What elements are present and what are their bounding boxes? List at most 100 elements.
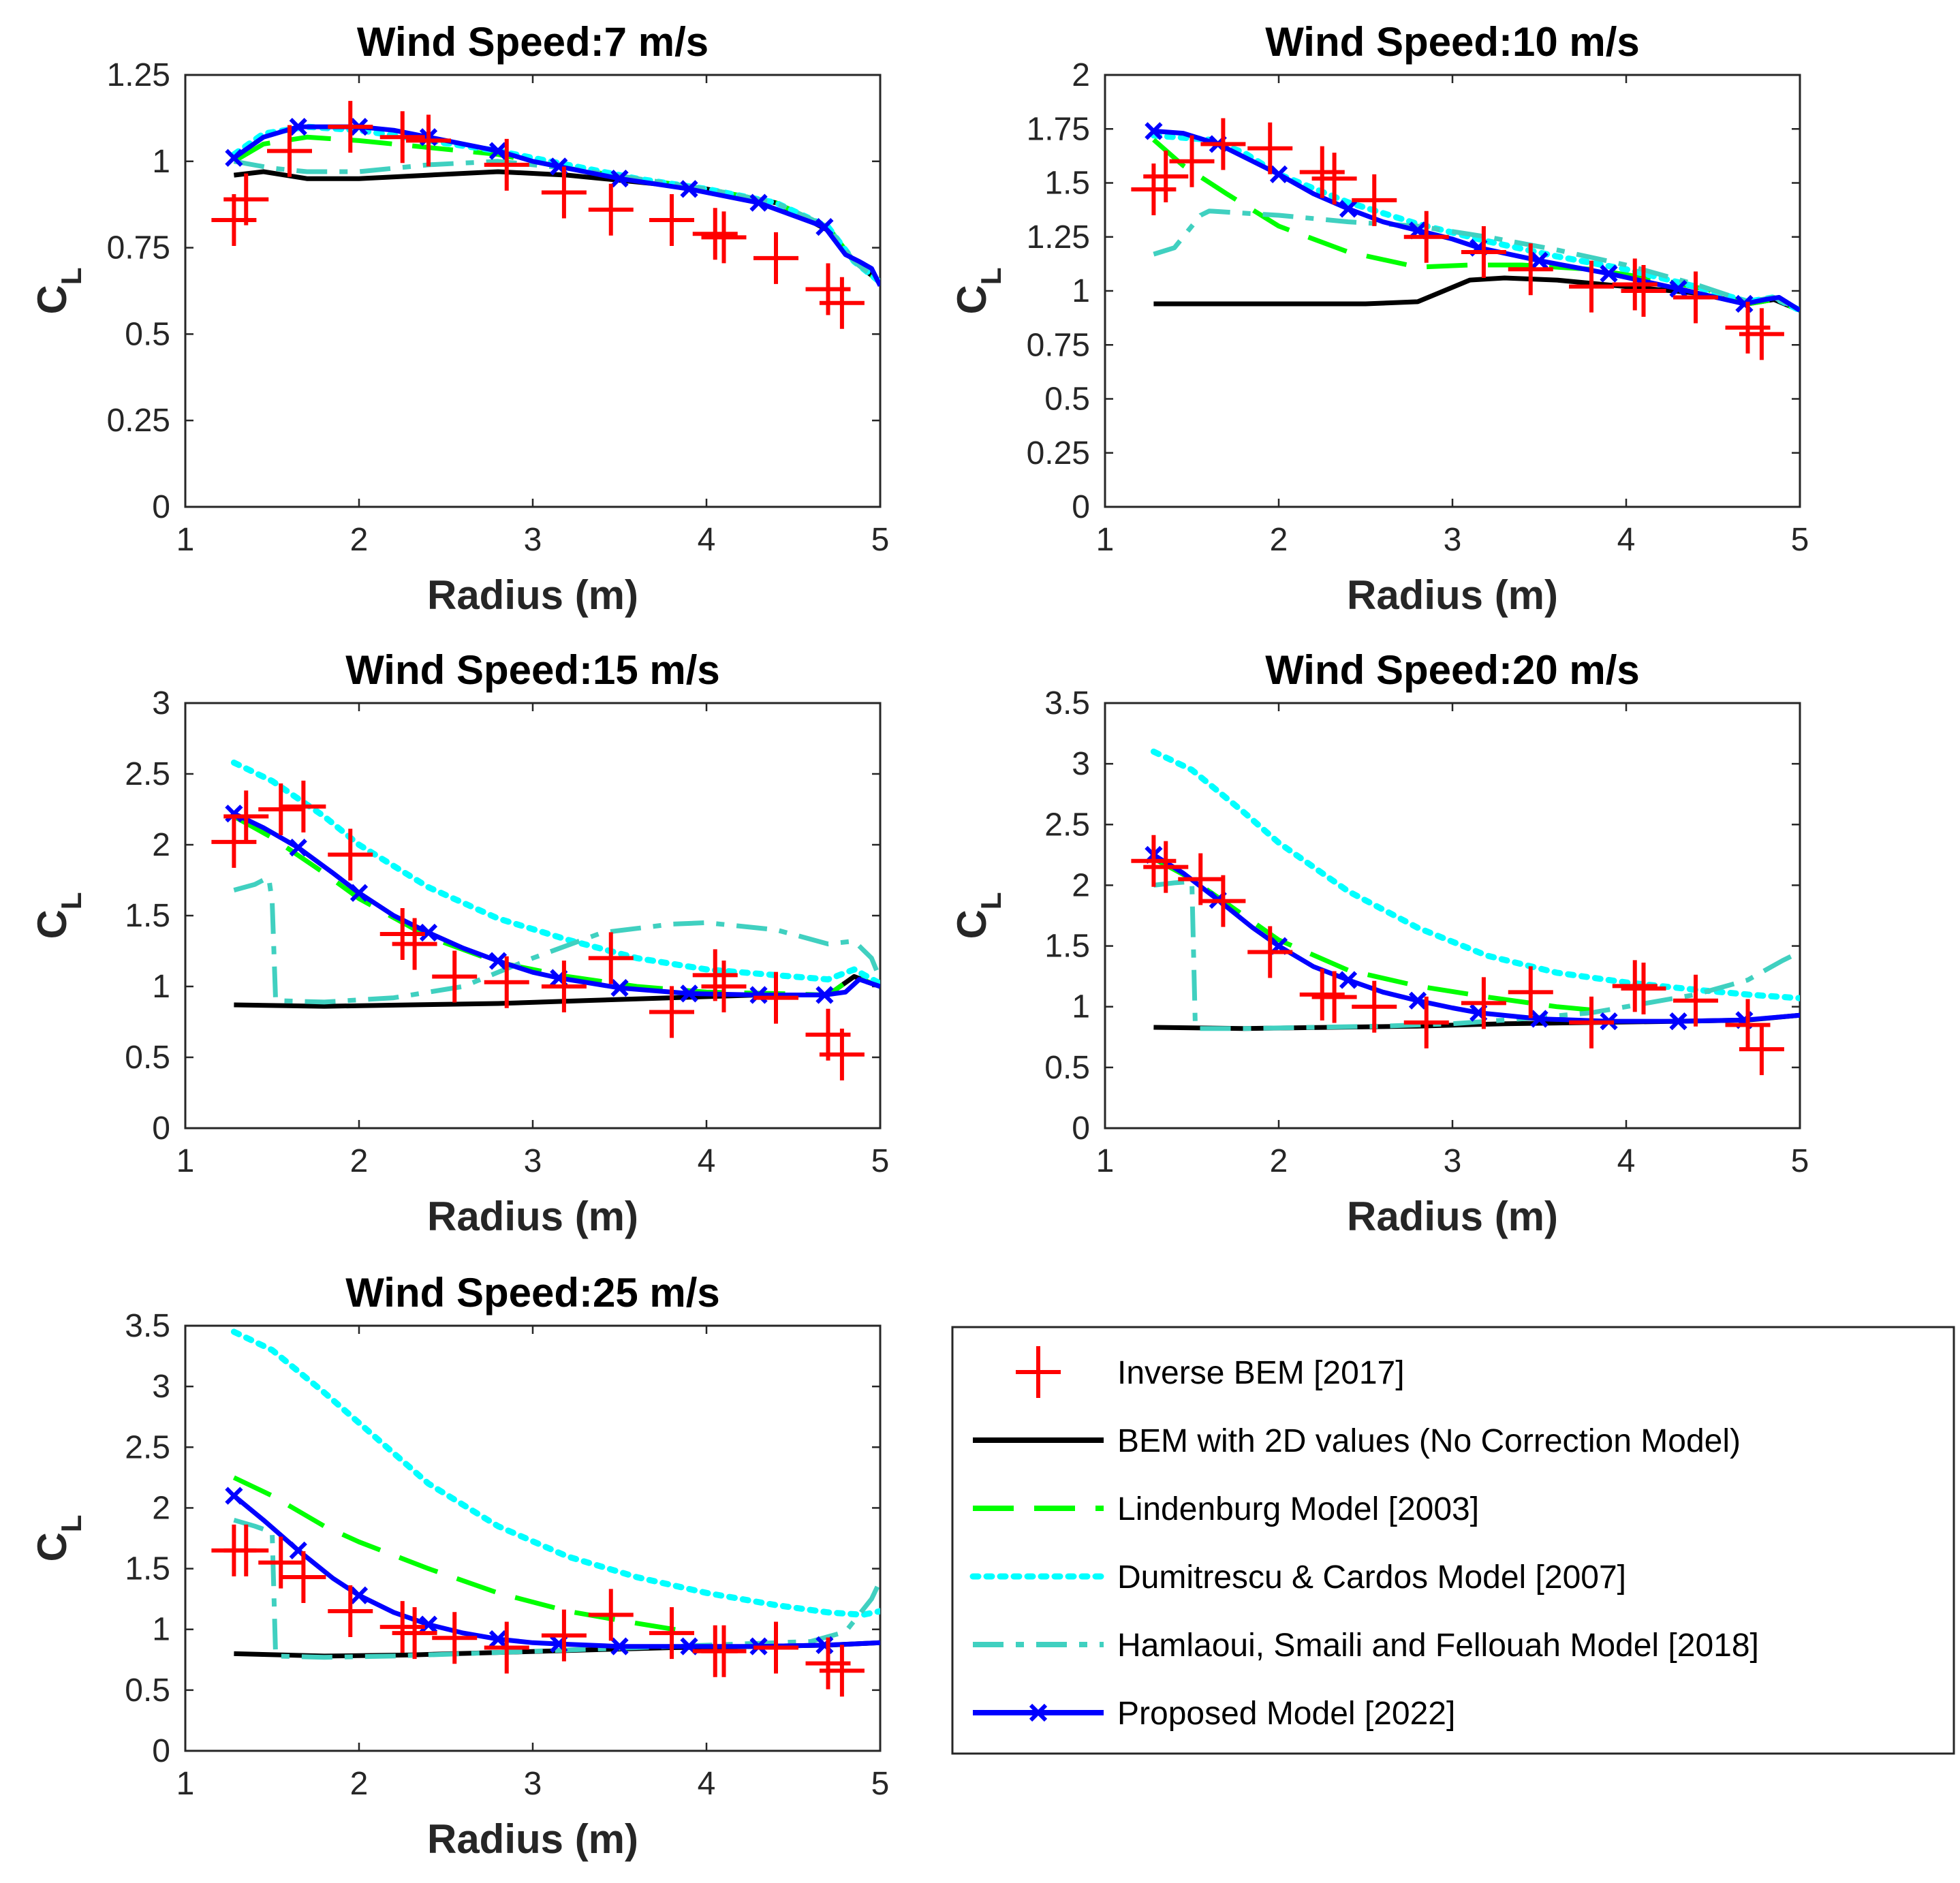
y-axis-label: CL (29, 1515, 87, 1562)
y-tick-label: 0.25 (1027, 435, 1090, 471)
proposed-x-marker (488, 952, 508, 970)
x-marker-stroke (488, 952, 508, 970)
axes-frame (184, 1324, 882, 1752)
y-tick-label: 2 (1072, 867, 1090, 903)
x-tick-label: 5 (871, 1143, 890, 1179)
inverse-bem-point (281, 780, 326, 832)
proposed-x-marker (1669, 1012, 1687, 1031)
inverse-bem-point (701, 211, 747, 264)
y-tick-label: 0.75 (107, 230, 170, 266)
y-tick-label: 1 (152, 144, 170, 180)
inverse-bem-point (819, 277, 865, 329)
x-tick-label: 3 (524, 522, 542, 558)
legend-entry-proposed: Proposed Model [2022] (973, 1696, 1455, 1732)
inverse-bem-point (406, 114, 451, 167)
legend-label: Dumitrescu & Cardos Model [2007] (1117, 1559, 1626, 1596)
proposed-x-marker (225, 805, 243, 823)
y-axis-label-subscript: L (55, 892, 87, 910)
x-marker-stroke (289, 839, 307, 857)
plot-area (1131, 118, 1800, 360)
proposed-x-marker (1339, 200, 1358, 218)
inverse-bem-point (258, 783, 304, 835)
x-tick-label: 1 (1096, 1143, 1115, 1179)
legend-label: BEM with 2D values (No Correction Model) (1117, 1423, 1741, 1459)
proposed-x-marker (680, 984, 698, 1003)
inverse-bem-point (258, 1536, 304, 1589)
inverse-bem-point (392, 1607, 437, 1660)
inverse-bem-point (1247, 122, 1293, 174)
y-tick-label: 3.5 (125, 1308, 170, 1344)
y-tick-label: 0.5 (125, 1040, 170, 1076)
inverse-bem-point (281, 1551, 326, 1604)
y-tick-label: 1.5 (125, 898, 170, 934)
y-tick-label: 1 (1072, 273, 1090, 309)
x-marker-stroke (419, 1615, 438, 1634)
x-marker-stroke (1269, 165, 1288, 183)
proposed-x-marker (225, 149, 243, 167)
x-marker-stroke (1735, 294, 1754, 313)
inverse-bem-point (1143, 150, 1189, 202)
plot-area (1131, 748, 1800, 1076)
y-axis-label: CL (949, 892, 1007, 939)
y-tick-label: 2 (152, 827, 170, 863)
proposed-x-marker (680, 180, 698, 198)
y-tick-label: 1 (152, 1612, 170, 1648)
inverse-bem-point (484, 138, 529, 191)
inverse-bem-point (211, 194, 257, 247)
x-tick-label: 1 (176, 1766, 195, 1802)
axes-frame (184, 74, 882, 508)
inverse-bem-point (701, 961, 747, 1012)
y-tick-label: 0.5 (125, 316, 170, 352)
inverse-bem-point (1200, 118, 1246, 170)
proposed-x-marker (488, 1630, 508, 1649)
y-tick-label: 1.5 (125, 1551, 170, 1587)
y-tick-label: 2 (152, 1490, 170, 1526)
y-tick-label: 0 (1072, 1110, 1090, 1147)
x-marker-stroke (488, 142, 508, 160)
x-tick-label: 3 (524, 1143, 542, 1179)
proposed-x-marker (419, 923, 438, 942)
proposed-x-marker (610, 978, 629, 997)
y-axis-label-main: C (29, 909, 75, 939)
inverse-bem-point (649, 194, 694, 247)
proposed-x-marker (1269, 165, 1288, 183)
x-tick-label: 1 (176, 1143, 195, 1179)
subplot-title: Wind Speed:7 m/s (357, 19, 709, 65)
inverse-bem-point (649, 1607, 694, 1660)
x-marker-stroke (610, 170, 629, 188)
inverse-bem-point (1569, 260, 1614, 313)
x-marker-stroke (815, 986, 834, 1004)
x-marker-stroke (680, 1637, 698, 1655)
x-tick-label: 2 (1270, 1143, 1288, 1179)
inverse-bem-point (1247, 926, 1293, 978)
x-tick-label: 4 (1617, 1143, 1636, 1179)
proposed-line (232, 811, 880, 997)
y-axis-label: CL (949, 268, 1007, 315)
proposed-x-marker (488, 142, 508, 160)
inverse-bem-point (1612, 960, 1658, 1012)
legend-label: Proposed Model [2022] (1117, 1696, 1455, 1732)
legend-box (951, 1326, 1955, 1755)
x-tick-label: 4 (698, 522, 716, 558)
inverse-bem-point (649, 986, 694, 1038)
y-tick-label: 2.5 (125, 1429, 170, 1465)
dumitrescu-line (230, 1328, 880, 1618)
subplot-title: Wind Speed:15 m/s (345, 647, 720, 693)
inverse-bem-point (541, 1609, 587, 1662)
x-marker-stroke (1530, 1010, 1549, 1028)
subplots: 1 2 3 4 5 0 0.25 0.5 0.75 1 1.25 Wind Speed:7 m/s Ra… (29, 19, 1809, 1862)
x-tick-label: 5 (1791, 1143, 1809, 1179)
x-marker-stroke (550, 157, 568, 176)
legend-label: Inverse BEM [2017] (1117, 1355, 1405, 1391)
x-marker-stroke (289, 117, 307, 136)
proposed-x-marker (419, 1615, 438, 1634)
inverse-bem-point (1508, 243, 1553, 296)
axes-frame (1104, 702, 1801, 1130)
inverse-bem-point (541, 166, 587, 219)
inverse-bem-point (223, 1524, 269, 1576)
proposed-x-marker (289, 839, 307, 857)
inverse-bem-point (392, 918, 437, 970)
hamlaoui-line (233, 875, 880, 1005)
inverse-bem-point (753, 971, 798, 1024)
